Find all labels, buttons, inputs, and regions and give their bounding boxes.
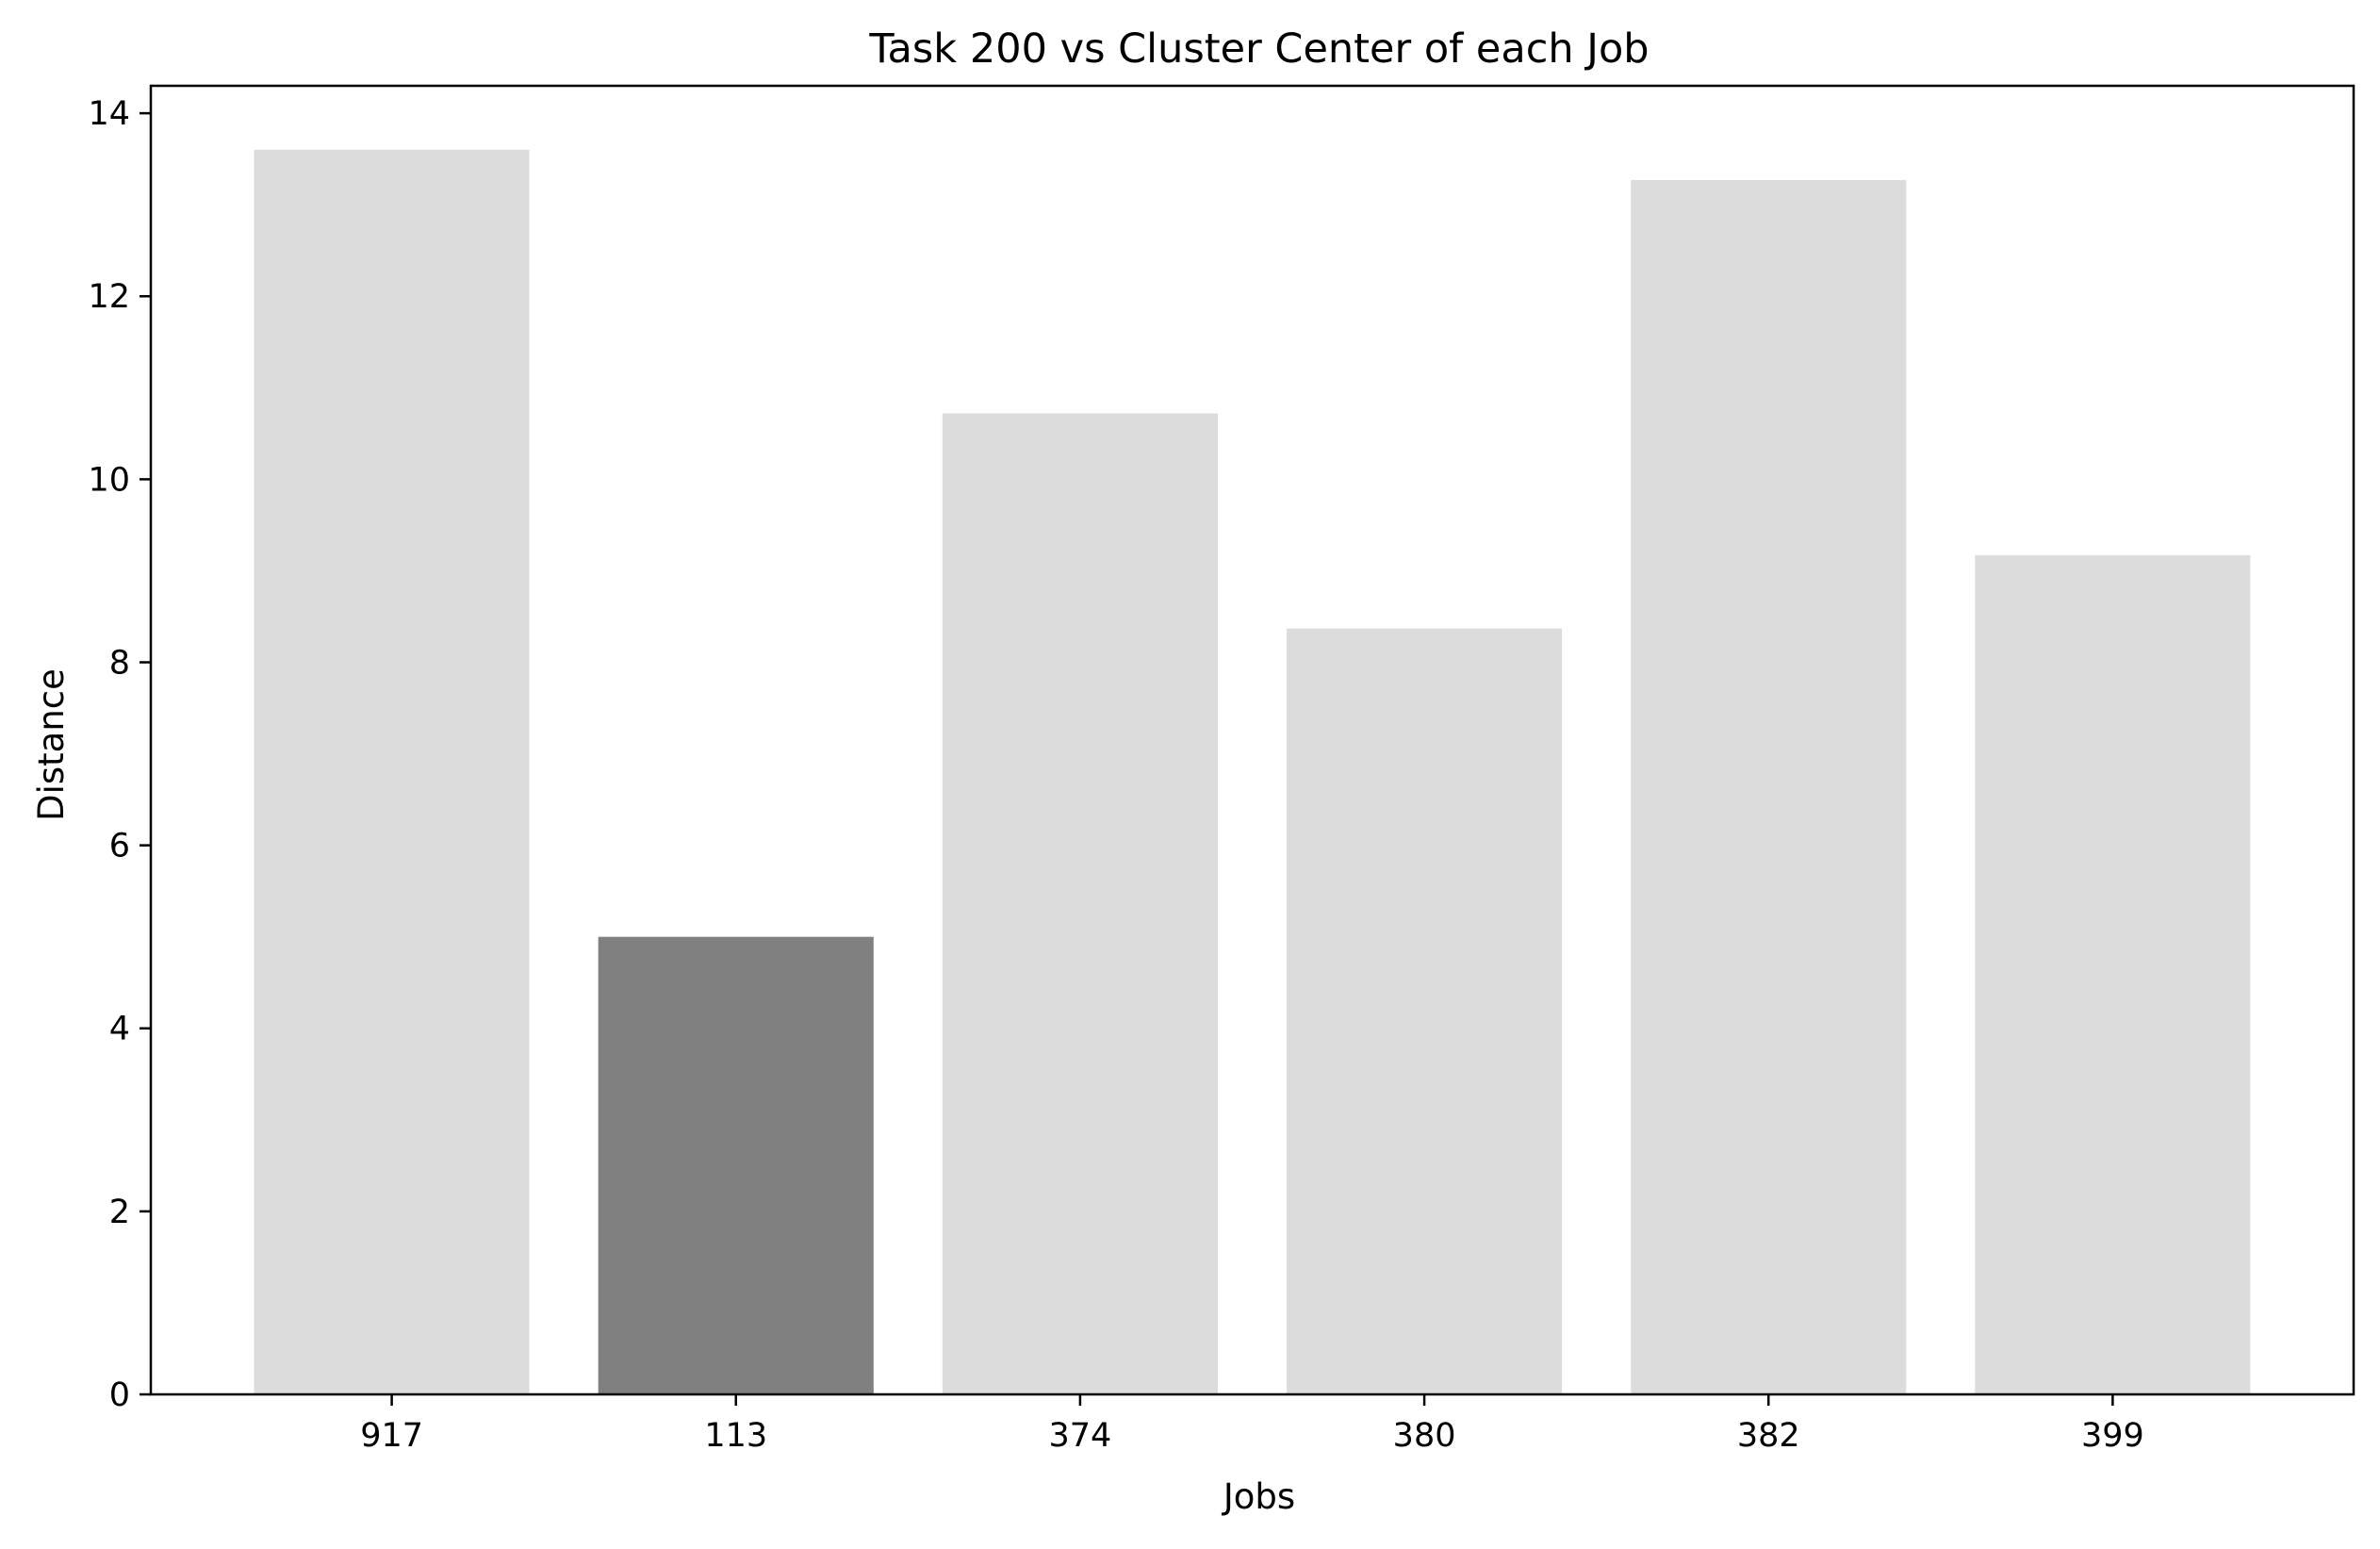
y-axis-label: Distance [31,668,72,821]
y-tick-label: 4 [109,1011,130,1048]
y-tick-label: 6 [109,828,130,865]
bar-917 [254,149,530,1394]
x-tick-label: 917 [360,1417,423,1455]
y-tick-label: 10 [88,461,130,499]
x-tick-label: 399 [2081,1417,2144,1455]
x-axis-label: Jobs [1222,1476,1295,1517]
bar-374 [942,413,1218,1394]
axes-layer: 0 2 4 6 8 10 12 14 917 113 374 380 382 399 [88,84,2355,1455]
bar-382 [1631,180,1907,1394]
x-tick-label: 382 [1737,1417,1800,1455]
x-tick-label: 374 [1049,1417,1112,1455]
bar-399 [1975,554,2251,1394]
x-tick-label: 380 [1393,1417,1456,1455]
bar-113 [598,936,874,1394]
bar-380 [1287,628,1563,1394]
bars-layer [254,149,2251,1394]
y-tick-label: 0 [109,1376,130,1414]
chart-title: Task 200 vs Cluster Center of each Job [868,25,1649,73]
y-tick-label: 8 [109,644,130,682]
y-tick-label: 14 [88,95,130,133]
x-tick-label: 113 [704,1417,767,1455]
y-tick-label: 12 [88,278,130,316]
y-tick-label: 2 [109,1194,130,1231]
plot-frame [149,84,2355,1396]
